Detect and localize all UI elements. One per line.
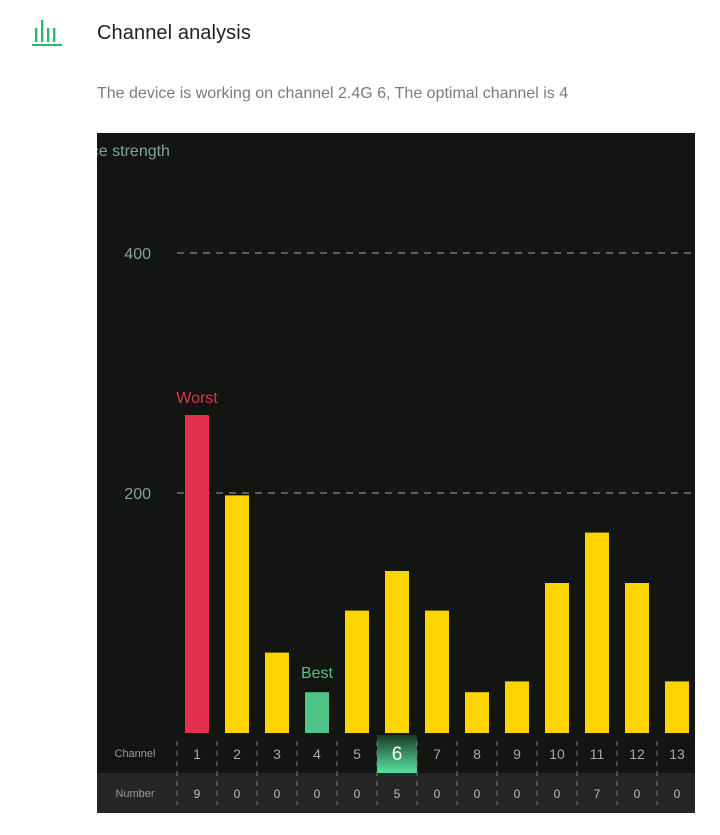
x-tick-label-12: 12 [629,746,645,762]
number-label-12: 0 [634,787,641,801]
bar-channel-1 [185,415,209,733]
y-axis-title: ence strength [97,143,170,160]
number-label-11: 7 [594,787,601,801]
page-title: Channel analysis [97,22,251,44]
number-row-label: Number [115,788,154,800]
channel-status-text: The device is working on channel 2.4G 6,… [97,85,569,102]
y-tick-label-200: 200 [124,486,151,503]
current-channel-highlight [377,735,417,773]
x-tick-label-2: 2 [233,746,241,762]
number-label-2: 0 [234,787,241,801]
number-label-1: 9 [194,787,201,801]
number-label-6: 5 [394,787,401,801]
bar-channel-13 [665,681,689,733]
bar-channel-3 [265,652,289,733]
x-tick-label-5: 5 [353,746,361,762]
x-tick-label-6: 6 [392,744,403,765]
y-tick-label-400: 400 [124,246,151,263]
number-label-5: 0 [354,787,361,801]
number-label-13: 0 [674,787,681,801]
chart-canvas: 200 400 Worst Best Channel Number 1 9 2 0 3 0 4 0 5 0 6 5… [97,246,695,813]
channel-row-label: Channel [115,748,156,760]
bar-channel-8 [465,692,489,733]
bar-channel-12 [625,583,649,733]
bar-channel-4 [305,692,329,733]
bar-channel-2 [225,495,249,733]
bar-channel-11 [585,532,609,733]
x-tick-label-4: 4 [313,746,321,762]
x-tick-label-8: 8 [473,746,481,762]
x-tick-label-3: 3 [273,746,281,762]
best-label: Best [301,665,334,682]
number-label-4: 0 [314,787,321,801]
bar-channel-7 [425,610,449,733]
bar-channel-5 [345,610,369,733]
x-tick-label-13: 13 [669,746,685,762]
bar-channel-6 [385,571,409,733]
number-label-8: 0 [474,787,481,801]
number-label-10: 0 [554,787,561,801]
number-label-9: 0 [514,787,521,801]
bar-chart-icon [32,20,62,46]
bar-channel-10 [545,583,569,733]
worst-label: Worst [176,390,218,407]
bar-channel-9 [505,681,529,733]
x-tick-label-7: 7 [433,746,441,762]
number-label-7: 0 [434,787,441,801]
number-row-bg [97,773,695,813]
channel-chart: ence strength 200400WorstBestChannelNumb… [97,133,695,813]
x-tick-label-11: 11 [590,746,605,762]
number-label-3: 0 [274,787,281,801]
x-tick-label-1: 1 [193,746,201,762]
x-tick-label-10: 10 [549,746,565,762]
x-tick-label-9: 9 [513,746,521,762]
